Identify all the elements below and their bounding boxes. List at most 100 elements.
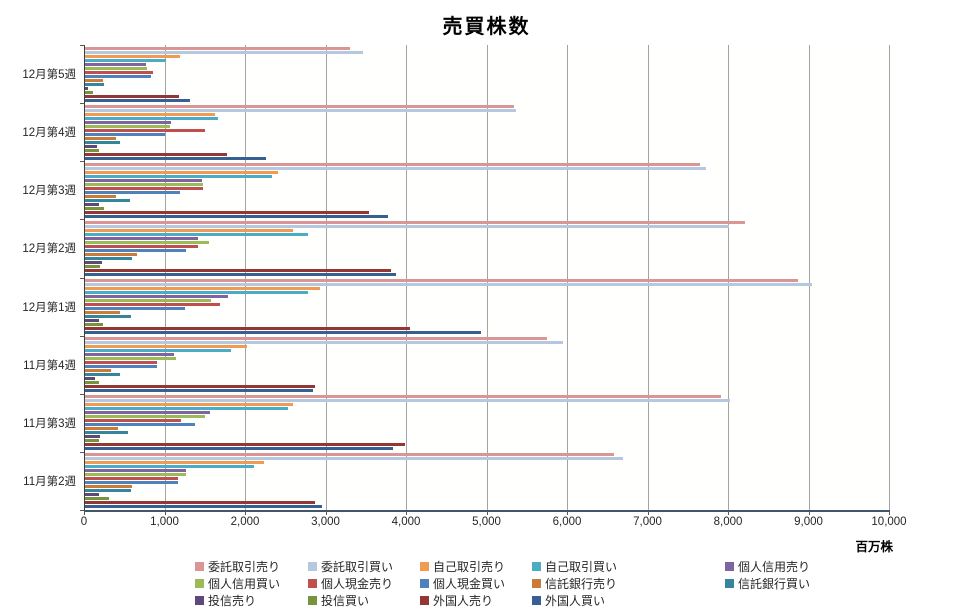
bar-委託取引売り: [85, 279, 799, 283]
bar-投信売り: [85, 260, 102, 264]
bar-投信売り: [85, 493, 100, 497]
bar-委託取引買い: [85, 108, 516, 112]
legend-label: 投信売り: [208, 593, 257, 608]
bar-自己取引売り: [85, 461, 264, 465]
bar-個人信用売り: [85, 120, 172, 124]
bar-投信売り: [85, 86, 89, 90]
bar-投信売り: [85, 377, 96, 381]
x-tick: [728, 511, 729, 515]
bar-委託取引売り: [85, 46, 350, 50]
y-tick: [80, 103, 84, 105]
gridline: [728, 45, 729, 510]
bar-group-12月第2週: [85, 219, 890, 277]
legend-item-外国人買い: 外国人買い: [532, 593, 606, 608]
x-tick: [889, 511, 890, 515]
bar-個人信用買い: [85, 240, 209, 244]
bar-自己取引売り: [85, 228, 293, 232]
bar-個人現金買い: [85, 481, 178, 485]
bar-自己取引買い: [85, 465, 255, 469]
legend-item-個人現金売り: 個人現金売り: [308, 576, 393, 591]
bar-自己取引買い: [85, 174, 272, 178]
x-tick-label: 1,000: [150, 516, 179, 528]
bar-外国人買い: [85, 156, 267, 160]
bar-外国人売り: [85, 152, 227, 156]
bar-個人信用売り: [85, 62, 147, 66]
bar-委託取引買い: [85, 283, 812, 287]
bar-個人信用売り: [85, 411, 210, 415]
bar-個人信用売り: [85, 469, 186, 473]
bar-自己取引売り: [85, 54, 180, 58]
y-tick: [80, 510, 84, 511]
x-tick: [808, 511, 810, 515]
bar-信託銀行売り: [85, 485, 132, 489]
y-tick: [80, 277, 84, 279]
legend-swatch: [532, 578, 541, 588]
legend-swatch: [420, 561, 429, 571]
x-tick: [486, 511, 488, 515]
axis-unit-label: 百万株: [855, 540, 893, 554]
bar-信託銀行買い: [85, 82, 104, 86]
bar-自己取引売り: [85, 112, 216, 116]
legend-label: 個人信用売り: [738, 559, 811, 574]
x-tick-label: 4,000: [391, 516, 421, 528]
legend-swatch: [308, 561, 317, 571]
x-tick: [164, 511, 166, 515]
bar-個人信用買い: [85, 415, 205, 419]
y-tick: [80, 161, 84, 163]
legend-item-外国人売り: 外国人売り: [420, 593, 493, 608]
bar-個人現金売り: [85, 70, 153, 74]
bar-委託取引買い: [85, 341, 564, 345]
bar-外国人売り: [85, 327, 411, 331]
bar-自己取引売り: [85, 170, 279, 174]
bar-外国人買い: [85, 214, 389, 218]
bar-信託銀行買い: [85, 140, 121, 144]
category-label: 12月第3週: [22, 185, 76, 198]
bar-信託銀行売り: [85, 194, 116, 198]
x-tick-label: 5,000: [472, 516, 501, 528]
legend-label: 投信買い: [321, 593, 370, 608]
legend-item-自己取引買い: 自己取引買い: [532, 559, 618, 574]
category-label: 11月第3週: [23, 417, 76, 430]
bar-信託銀行買い: [85, 315, 131, 319]
bar-group-11月第4週: [85, 336, 890, 394]
bar-個人信用買い: [85, 124, 171, 128]
x-tick: [567, 511, 568, 515]
bar-group-12月第4週: [85, 103, 890, 161]
legend-swatch: [532, 561, 541, 571]
bar-信託銀行売り: [85, 252, 137, 256]
x-tick-label: 2,000: [230, 516, 260, 528]
legend-label: 個人現金買い: [433, 576, 506, 591]
bar-個人信用売り: [85, 236, 198, 240]
gridline: [889, 45, 890, 510]
legend-item-個人現金買い: 個人現金買い: [420, 576, 506, 591]
bar-投信買い: [85, 497, 110, 501]
bar-group-12月第5週: [85, 45, 890, 103]
x-tick: [647, 511, 649, 515]
legend-swatch: [195, 578, 204, 588]
x-tick: [406, 511, 407, 515]
bar-個人現金売り: [85, 186, 204, 190]
bar-委託取引売り: [85, 104, 515, 108]
legend-swatch: [308, 578, 317, 588]
legend-swatch: [420, 578, 429, 588]
category-label: 11月第2週: [23, 475, 76, 488]
legend-swatch: [420, 595, 429, 605]
bar-個人現金売り: [85, 128, 205, 132]
bar-個人信用売り: [85, 295, 229, 299]
bar-信託銀行買い: [85, 373, 121, 377]
bar-投信買い: [85, 381, 100, 385]
bar-個人現金買い: [85, 74, 151, 78]
bar-個人現金買い: [85, 365, 158, 369]
legend-label: 自己取引買い: [545, 559, 618, 574]
bar-group-11月第2週: [85, 452, 890, 510]
y-tick: [80, 219, 84, 221]
bar-自己取引買い: [85, 116, 218, 120]
x-tick-label: 6,000: [552, 516, 582, 528]
gridline: [567, 45, 568, 510]
legend-item-信託銀行売り: 信託銀行売り: [532, 576, 617, 591]
legend-label: 外国人買い: [545, 593, 606, 608]
bar-個人現金売り: [85, 477, 178, 481]
legend-item-信託銀行買い: 信託銀行買い: [725, 576, 810, 591]
legend-item-投信買い: 投信買い: [308, 593, 370, 608]
bar-委託取引売り: [85, 220, 746, 224]
